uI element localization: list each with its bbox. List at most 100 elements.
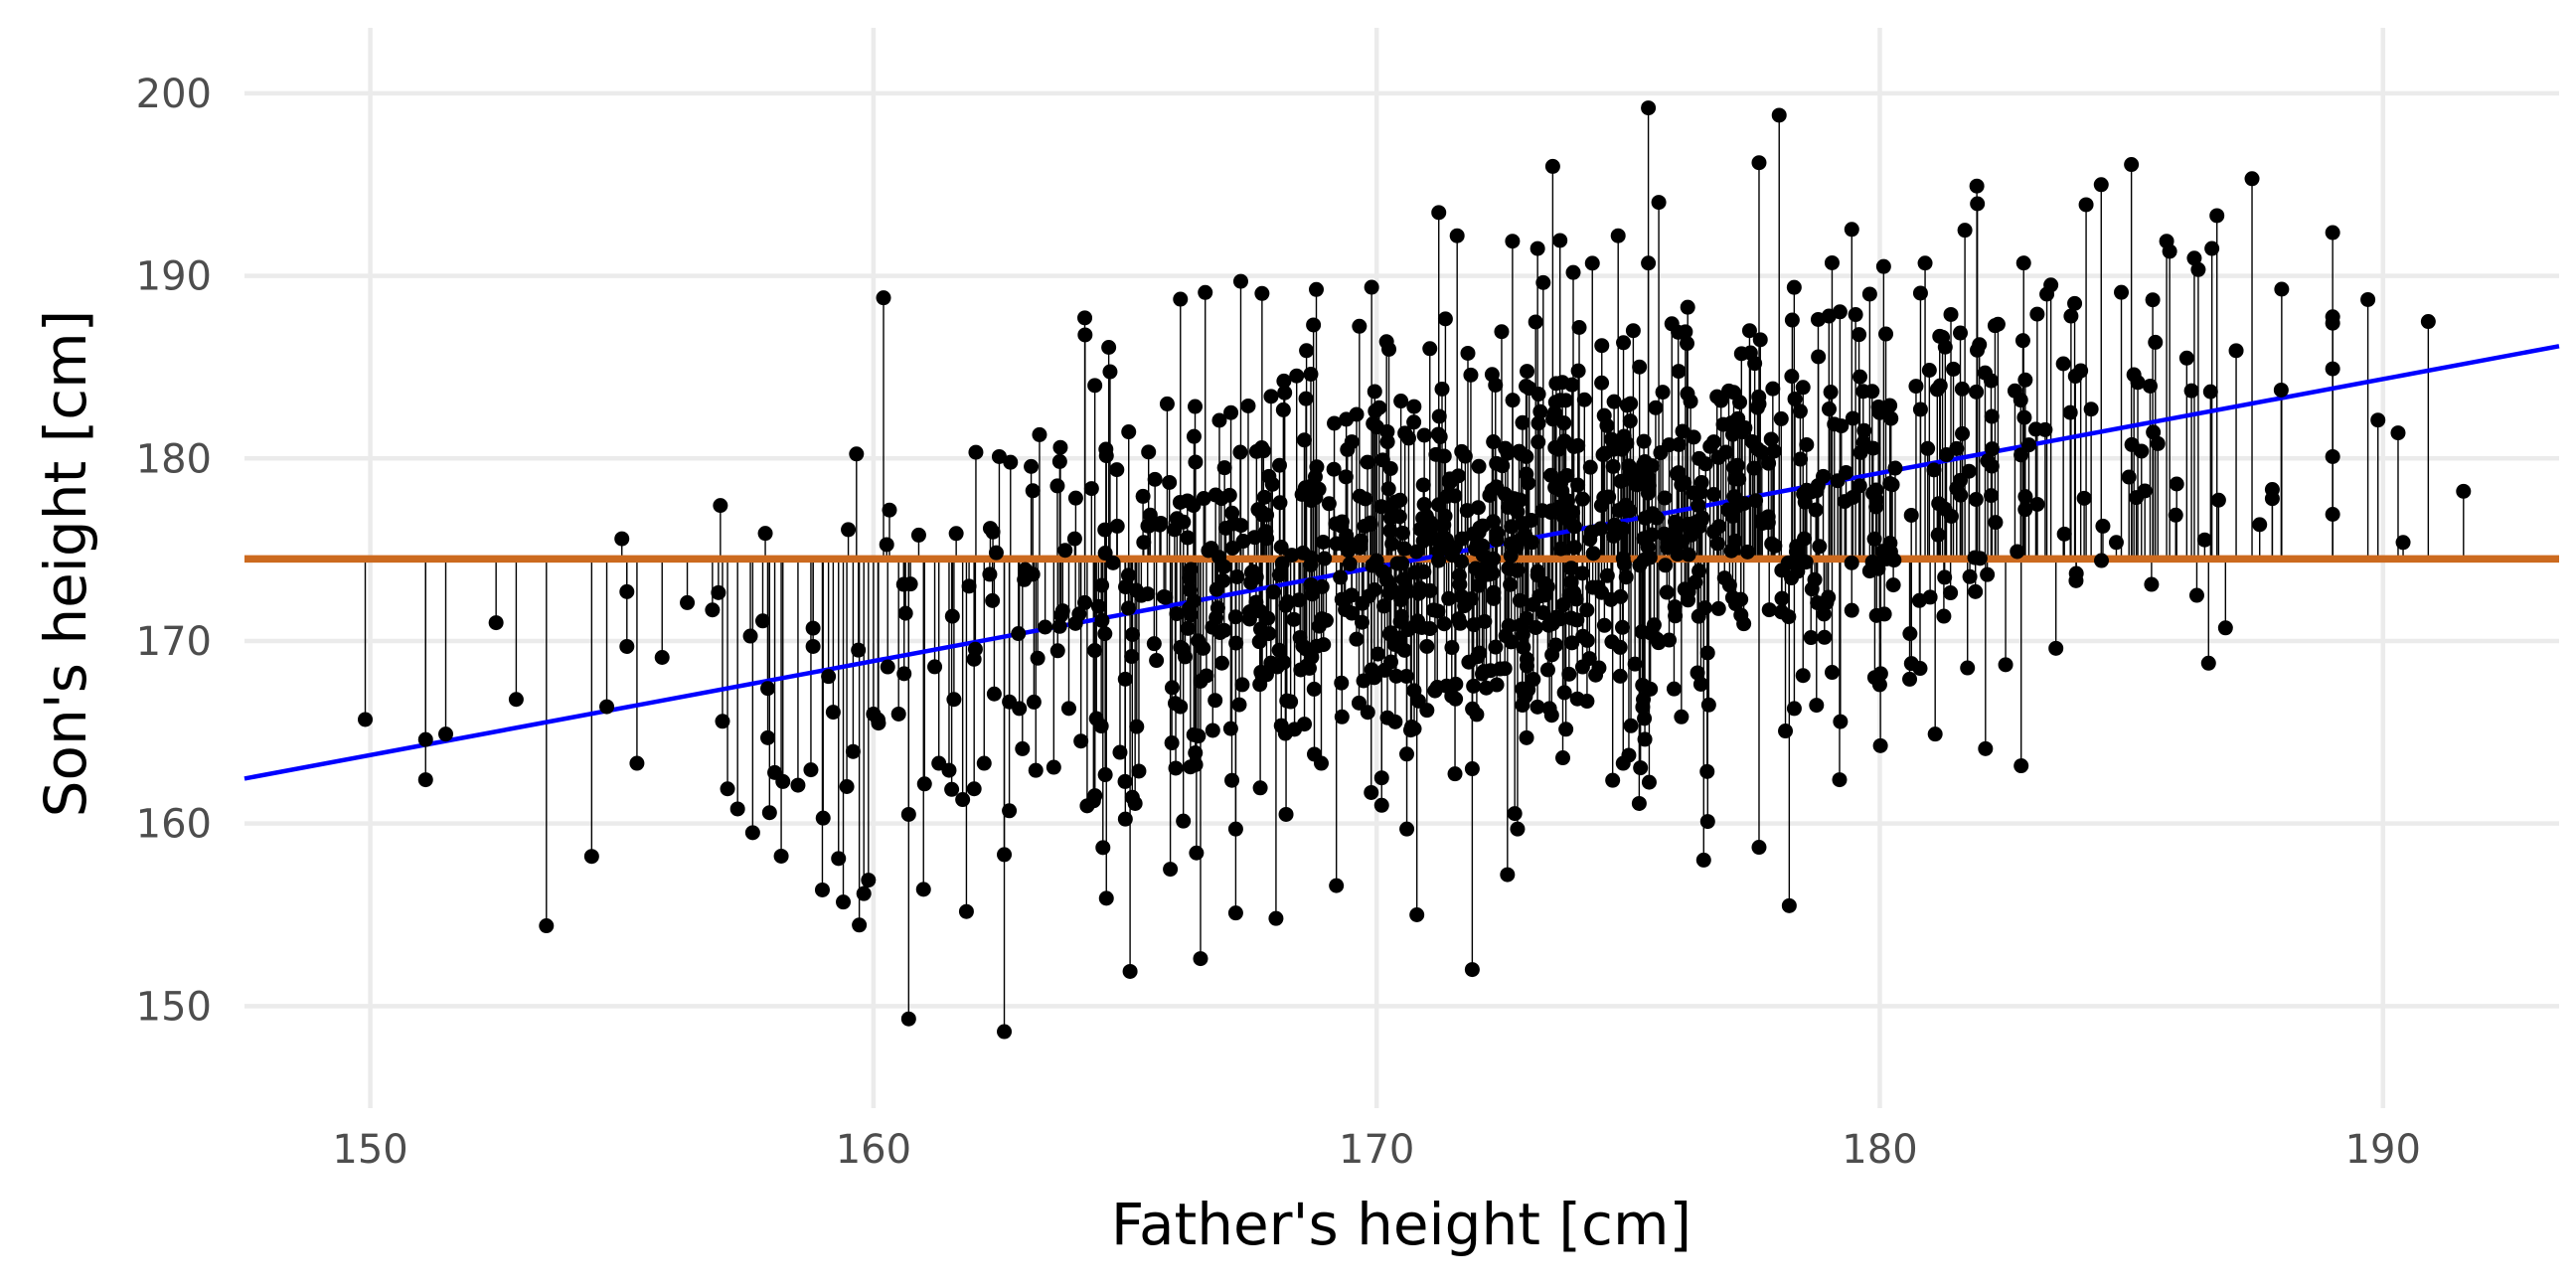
data-point [1969, 178, 1985, 194]
data-point [1778, 724, 1794, 739]
data-point [1461, 654, 1477, 670]
data-point [2325, 507, 2340, 523]
data-point [1935, 329, 1951, 345]
data-point [1671, 465, 1687, 481]
data-point [1407, 618, 1423, 634]
data-point [1930, 527, 1946, 543]
data-point [1097, 626, 1113, 642]
data-point [1655, 385, 1671, 401]
data-point [1217, 520, 1233, 536]
data-point [1780, 555, 1796, 570]
data-point [1354, 614, 1369, 630]
data-point [2244, 171, 2260, 187]
data-point [1452, 615, 1468, 631]
data-point [1513, 446, 1529, 462]
data-point [1827, 416, 1843, 432]
data-point [1912, 402, 1928, 417]
data-point [1697, 456, 1713, 472]
data-point [1164, 680, 1180, 696]
data-point [1936, 608, 1952, 624]
data-point [1486, 514, 1502, 530]
data-point [1978, 740, 1994, 756]
data-point [1002, 803, 1018, 819]
data-point [2017, 489, 2033, 505]
data-point [1510, 821, 1526, 837]
data-point [1556, 415, 1572, 431]
data-point [876, 290, 891, 306]
data-point [1163, 862, 1179, 878]
data-point [1303, 366, 1319, 382]
y-tick-label: 180 [136, 436, 212, 482]
data-point [1102, 364, 1118, 380]
data-point [985, 592, 1001, 608]
data-point [1382, 460, 1398, 476]
data-point [1555, 750, 1571, 766]
data-point [2055, 356, 2071, 372]
data-point [1872, 666, 1888, 682]
data-point [948, 526, 964, 542]
data-point [715, 714, 730, 729]
data-point [1781, 897, 1797, 913]
data-point [910, 527, 926, 543]
data-point [1188, 454, 1204, 470]
data-point [997, 1024, 1013, 1040]
data-point [1926, 462, 1942, 478]
data-point [1498, 440, 1514, 456]
data-point [1135, 488, 1151, 504]
data-point [1644, 527, 1660, 543]
data-point [1188, 399, 1204, 414]
data-point [1291, 592, 1307, 608]
data-point [1337, 537, 1353, 553]
data-point [1616, 556, 1632, 571]
data-point [1327, 415, 1343, 431]
data-point [2325, 448, 2340, 464]
data-point [1605, 458, 1621, 474]
data-point [1252, 603, 1268, 619]
data-point [1812, 539, 1828, 555]
data-point [2108, 535, 2124, 551]
data-point [1616, 335, 1632, 351]
data-point [614, 531, 630, 547]
data-point [1196, 491, 1211, 507]
data-point [1953, 325, 1969, 341]
data-point [1406, 414, 1422, 430]
data-point [815, 810, 831, 826]
data-point [1471, 458, 1487, 474]
data-point [1519, 379, 1534, 395]
data-point [1196, 640, 1211, 656]
data-point [805, 620, 821, 636]
data-point [720, 781, 735, 797]
data-point [1693, 475, 1709, 491]
data-point [2010, 544, 2025, 560]
data-point [1373, 797, 1389, 813]
data-point [946, 692, 962, 708]
data-point [1634, 624, 1650, 640]
data-point [2124, 436, 2140, 452]
data-point [1363, 515, 1378, 531]
data-point [1751, 840, 1767, 856]
data-point [1543, 467, 1559, 483]
data-point [1315, 534, 1331, 550]
data-point [1444, 640, 1460, 656]
data-point [1610, 228, 1626, 243]
data-point [1861, 286, 1877, 302]
data-point [1168, 696, 1184, 712]
data-point [1984, 441, 2000, 457]
data-point [1227, 905, 1243, 921]
data-point [1739, 544, 1755, 560]
data-point [1804, 581, 1820, 597]
data-point [1498, 628, 1514, 644]
data-point [2325, 225, 2340, 241]
data-point [1422, 582, 1438, 598]
data-point [1856, 422, 1872, 438]
data-point [1561, 666, 1577, 682]
data-point [1224, 540, 1240, 556]
data-point [1635, 699, 1651, 715]
data-point [1641, 100, 1657, 116]
data-point [1097, 522, 1113, 538]
data-point [1188, 745, 1204, 761]
data-point [2186, 250, 2202, 266]
data-point [1530, 415, 1546, 431]
data-point [1594, 375, 1610, 391]
data-point [705, 602, 721, 618]
